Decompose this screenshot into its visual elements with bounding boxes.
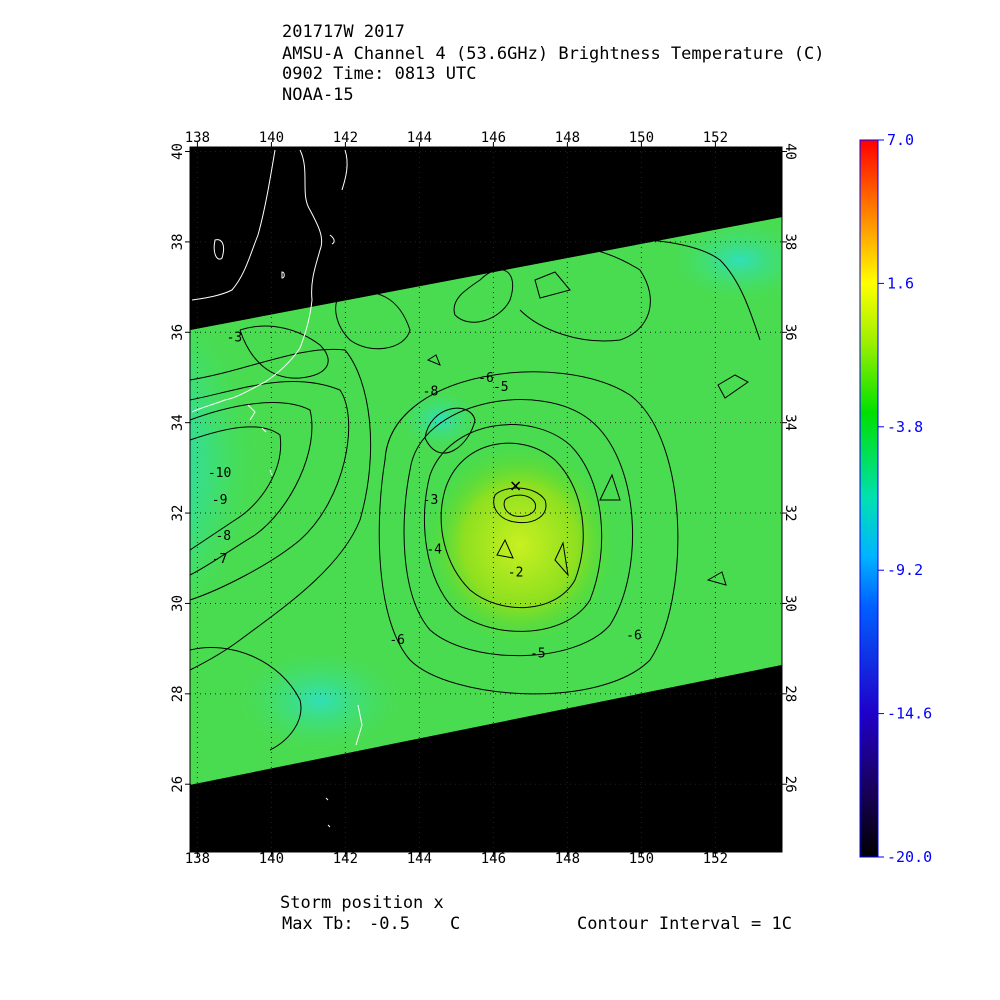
- x-tick-label-top: 142: [333, 130, 358, 146]
- x-tick-label-bottom: 138: [185, 851, 210, 867]
- contour-labels: -3-10-9-8-7-8-6-5-3-4-2-6-5-6: [208, 330, 642, 661]
- y-tick-label-right: 30: [782, 595, 798, 612]
- contour-label: -7: [212, 552, 228, 567]
- colorbar-ticks: 7.0 1.6 -3.8 -9.2 -14.6 -20.0: [878, 131, 932, 866]
- title-satellite: NOAA-15: [282, 85, 354, 105]
- contour-label: -4: [426, 543, 442, 558]
- storm-position-label: Storm position x: [280, 893, 444, 913]
- x-tick-label-top: 152: [703, 130, 728, 146]
- contour-label: -9: [212, 493, 228, 508]
- cool-spot-sw: [240, 650, 400, 750]
- contour-label: -8: [423, 385, 439, 400]
- y-tick-label-left: 34: [170, 414, 186, 431]
- max-tb-label: Max Tb:: [282, 914, 354, 934]
- contour-label: -10: [208, 466, 231, 481]
- y-tick-label-right: 40: [782, 143, 798, 160]
- x-tick-label-bottom: 140: [259, 851, 284, 867]
- x-tick-label-bottom: 152: [703, 851, 728, 867]
- contour-label: -6: [478, 371, 494, 386]
- y-tick-label-right: 28: [782, 685, 798, 702]
- colorbar-tick-label: 7.0: [887, 131, 914, 149]
- storm-x-stroke: [511, 481, 521, 491]
- y-tick-label-right: 34: [782, 414, 798, 431]
- max-tb-value: -0.5: [369, 914, 410, 934]
- lat-lon-grid: [190, 147, 782, 852]
- contour-label: -8: [215, 529, 231, 544]
- map-frame: [189, 146, 783, 853]
- y-tick-label-left: 40: [170, 143, 186, 160]
- y-tick-label-right: 32: [782, 505, 798, 522]
- x-tick-label-top: 140: [259, 130, 284, 146]
- map-axes: 138 138 140 140 142 142 144 144 146 146 148 148 150 1…: [170, 130, 798, 867]
- x-tick-label-top: 144: [407, 130, 432, 146]
- colorbar-tick-label: -3.8: [887, 418, 923, 436]
- storm-position-marker: [511, 481, 521, 491]
- contour-label: -6: [389, 633, 405, 648]
- title-storm-id: 201717W 2017: [282, 22, 405, 42]
- x-tick-label-bottom: 150: [629, 851, 654, 867]
- colorbar-tick-label: -14.6: [887, 705, 932, 723]
- y-tick-label-left: 38: [170, 233, 186, 250]
- contour-label: -2: [508, 565, 524, 580]
- x-tick-label-bottom: 142: [333, 851, 358, 867]
- y-tick-label-right: 36: [782, 324, 798, 341]
- swath-gap-north: [190, 147, 782, 330]
- colorbar-tick-label: -9.2: [887, 561, 923, 579]
- swath-gap-south: [190, 665, 782, 852]
- y-tick-label-left: 32: [170, 505, 186, 522]
- contour-label: -5: [493, 380, 509, 395]
- contour-lines: [189, 239, 761, 751]
- x-tick-label-top: 150: [629, 130, 654, 146]
- cool-spot: [400, 390, 480, 450]
- contour-label: -5: [530, 647, 546, 662]
- y-tick-label-left: 28: [170, 685, 186, 702]
- y-tick-label-right: 26: [782, 776, 798, 793]
- y-tick-label-right: 38: [782, 233, 798, 250]
- contour-interval: Contour Interval = 1C: [577, 914, 792, 934]
- x-tick-label-top: 138: [185, 130, 210, 146]
- title-product: AMSU-A Channel 4 (53.6GHz) Brightness Te…: [282, 44, 825, 64]
- coastline: [191, 149, 363, 828]
- y-tick-label-left: 26: [170, 776, 186, 793]
- x-tick-label-bottom: 144: [407, 851, 432, 867]
- warm-core: [425, 445, 615, 645]
- contour-label: -6: [626, 629, 642, 644]
- x-tick-label-top: 146: [481, 130, 506, 146]
- colorbar-tick-label: 1.6: [887, 274, 914, 292]
- x-tick-label-bottom: 146: [481, 851, 506, 867]
- y-tick-label-left: 30: [170, 595, 186, 612]
- cold-region: [190, 310, 350, 650]
- cool-spot-ne: [670, 220, 782, 300]
- title-time: 0902 Time: 0813 UTC: [282, 64, 477, 84]
- y-tick-label-left: 36: [170, 324, 186, 341]
- max-tb-unit: C: [450, 914, 461, 934]
- x-tick-label-bottom: 148: [555, 851, 580, 867]
- colorbar: [859, 139, 879, 858]
- contour-label: -3: [423, 493, 439, 508]
- contour-label: -3: [227, 330, 243, 345]
- colorbar-tick-label: -20.0: [887, 848, 932, 866]
- x-tick-label-top: 148: [555, 130, 580, 146]
